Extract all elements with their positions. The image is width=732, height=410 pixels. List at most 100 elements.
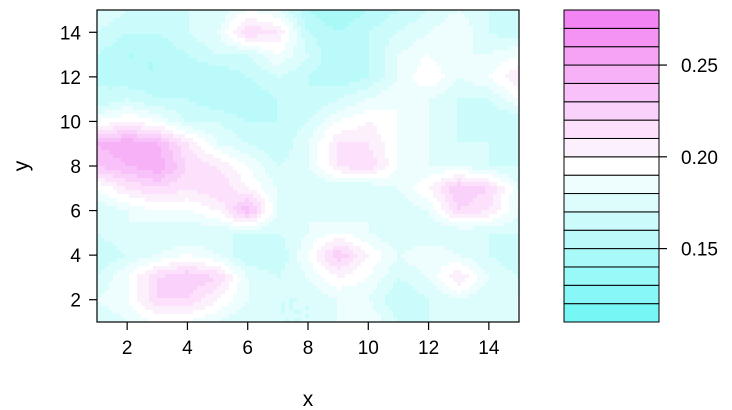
heatmap-cell: [249, 198, 254, 203]
heatmap-cell: [109, 202, 114, 207]
heatmap-cell: [141, 138, 146, 143]
heatmap-cell: [313, 230, 318, 235]
heatmap-cell: [229, 270, 234, 275]
heatmap-cell: [305, 218, 310, 223]
heatmap-cell: [297, 50, 302, 55]
heatmap-cell: [189, 134, 194, 139]
heatmap-cell: [249, 90, 254, 95]
heatmap-cell: [269, 62, 274, 67]
heatmap-cell: [201, 186, 206, 191]
heatmap-cell: [149, 166, 154, 171]
heatmap-cell: [129, 194, 134, 199]
heatmap-cell: [205, 194, 210, 199]
heatmap-cell: [97, 170, 102, 175]
heatmap-cell: [169, 66, 174, 71]
heatmap-cell: [205, 202, 210, 207]
heatmap-cell: [285, 22, 290, 27]
heatmap-cell: [213, 226, 218, 231]
heatmap-cell: [205, 314, 210, 319]
heatmap-cell: [273, 186, 278, 191]
heatmap-cell: [97, 26, 102, 31]
heatmap-cell: [273, 154, 278, 159]
heatmap-cell: [281, 78, 286, 83]
heatmap-cell: [157, 130, 162, 135]
heatmap-cell: [289, 10, 294, 15]
heatmap-cell: [133, 82, 138, 87]
heatmap-cell: [97, 278, 102, 283]
heatmap-cell: [193, 30, 198, 35]
heatmap-cell: [261, 146, 266, 151]
heatmap-cell: [345, 34, 350, 39]
heatmap-cell: [129, 138, 134, 143]
heatmap-cell: [197, 18, 202, 23]
heatmap-cell: [189, 42, 194, 47]
heatmap-cell: [201, 198, 206, 203]
heatmap-cell: [173, 38, 178, 43]
heatmap-cell: [321, 66, 326, 71]
heatmap-cell: [181, 98, 186, 103]
heatmap-cell: [185, 274, 190, 279]
heatmap-cell: [201, 298, 206, 303]
heatmap-cell: [345, 314, 350, 319]
heatmap-cell: [201, 42, 206, 47]
heatmap-cell: [161, 254, 166, 259]
heatmap-cell: [181, 158, 186, 163]
heatmap-cell: [305, 262, 310, 267]
heatmap-cell: [101, 26, 106, 31]
heatmap-cell: [317, 302, 322, 307]
heatmap-cell: [97, 18, 102, 23]
heatmap-cell: [337, 74, 342, 79]
heatmap-cell: [97, 158, 102, 163]
heatmap-cell: [349, 70, 354, 75]
heatmap-cell: [117, 222, 122, 227]
heatmap-cell: [133, 214, 138, 219]
heatmap-cell: [265, 246, 270, 251]
heatmap-cell: [153, 142, 158, 147]
heatmap-cell: [133, 110, 138, 115]
heatmap-cell: [321, 218, 326, 223]
heatmap-cell: [149, 226, 154, 231]
heatmap-cell: [313, 162, 318, 167]
heatmap-cell: [269, 138, 274, 143]
heatmap-cell: [121, 34, 126, 39]
heatmap-cell: [201, 178, 206, 183]
heatmap-cell: [297, 62, 302, 67]
heatmap-cell: [309, 278, 314, 283]
heatmap-cell: [309, 182, 314, 187]
heatmap-cell: [181, 22, 186, 27]
heatmap-cell: [277, 166, 282, 171]
heatmap-cell: [197, 50, 202, 55]
heatmap-cell: [165, 106, 170, 111]
heatmap-cell: [181, 202, 186, 207]
heatmap-cell: [237, 154, 242, 159]
heatmap-cell: [125, 54, 130, 59]
heatmap-cell: [217, 270, 222, 275]
heatmap-cell: [181, 234, 186, 239]
heatmap-cell: [333, 134, 338, 139]
heatmap-cell: [217, 302, 222, 307]
heatmap-cell: [213, 62, 218, 67]
heatmap-cell: [341, 26, 346, 31]
heatmap-cell: [313, 86, 318, 91]
heatmap-cell: [201, 70, 206, 75]
heatmap-cell: [313, 258, 318, 263]
heatmap-cell: [325, 182, 330, 187]
heatmap-cell: [305, 206, 310, 211]
heatmap-cell: [285, 174, 290, 179]
heatmap-cell: [161, 302, 166, 307]
heatmap-cell: [225, 46, 230, 51]
heatmap-cell: [285, 246, 290, 251]
heatmap-cell: [117, 94, 122, 99]
heatmap-cell: [317, 294, 322, 299]
heatmap-cell: [289, 214, 294, 219]
heatmap-cell: [341, 194, 346, 199]
heatmap-cell: [157, 254, 162, 259]
heatmap-cell: [237, 42, 242, 47]
heatmap-cell: [333, 194, 338, 199]
heatmap-cell: [345, 94, 350, 99]
heatmap-cell: [181, 222, 186, 227]
heatmap-cell: [205, 118, 210, 123]
heatmap-cell: [213, 58, 218, 63]
heatmap-cell: [137, 22, 142, 27]
heatmap-cell: [229, 126, 234, 131]
